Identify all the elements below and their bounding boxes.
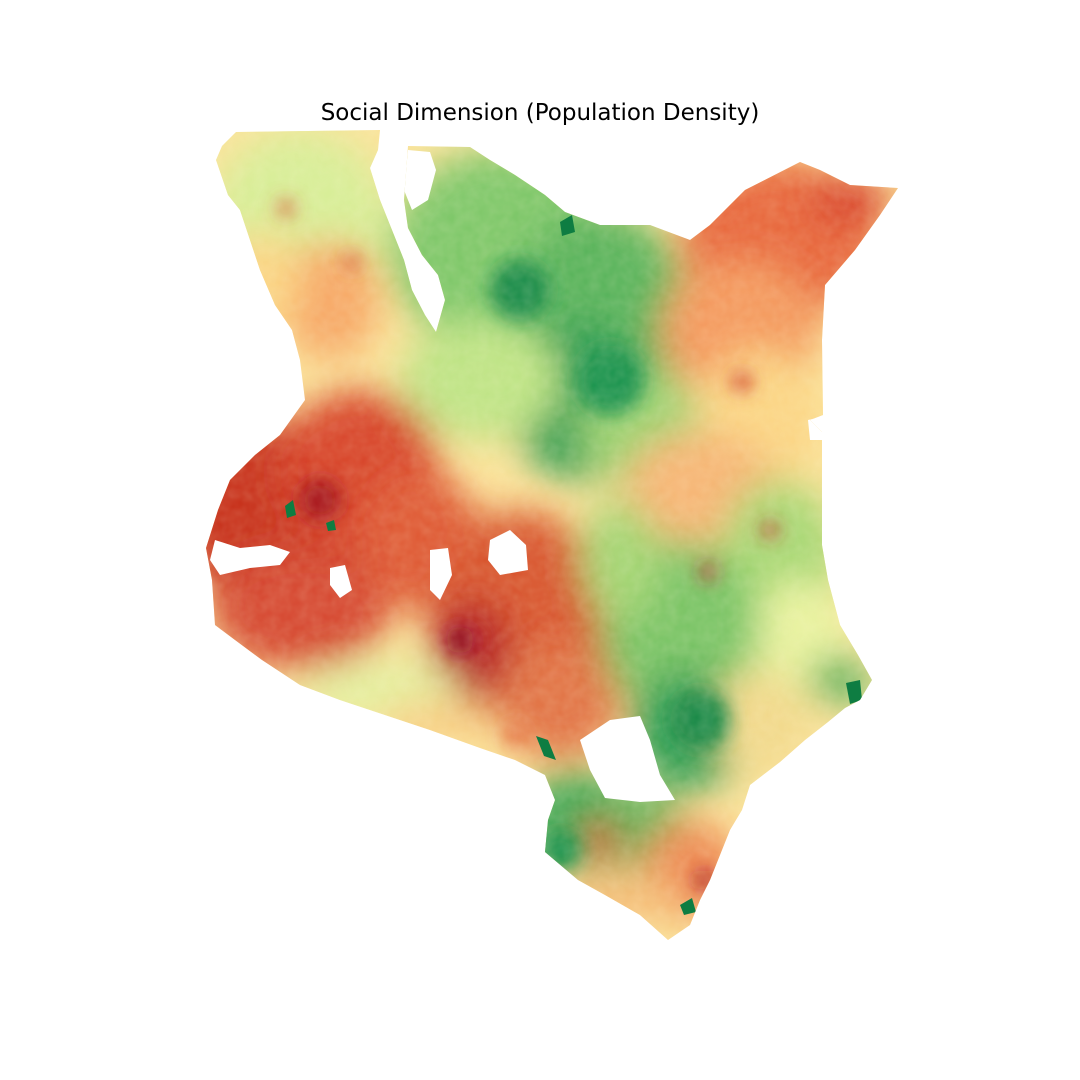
lake-hole bbox=[404, 150, 436, 210]
map-title: Social Dimension (Population Density) bbox=[320, 100, 760, 126]
green-patch bbox=[846, 680, 862, 704]
raster-layer bbox=[206, 130, 898, 940]
green-patch bbox=[326, 520, 336, 531]
texture-overlay bbox=[206, 130, 898, 940]
lake-hole bbox=[430, 548, 452, 600]
lake-hole bbox=[330, 565, 352, 598]
green-patch bbox=[536, 736, 556, 760]
green-patch bbox=[680, 898, 696, 915]
edge-hole bbox=[808, 416, 825, 440]
park-hole bbox=[580, 716, 675, 802]
green-patch bbox=[285, 500, 296, 518]
green-patch bbox=[560, 215, 575, 236]
lake-victoria-hole bbox=[210, 540, 290, 575]
lake-hole bbox=[488, 530, 528, 575]
